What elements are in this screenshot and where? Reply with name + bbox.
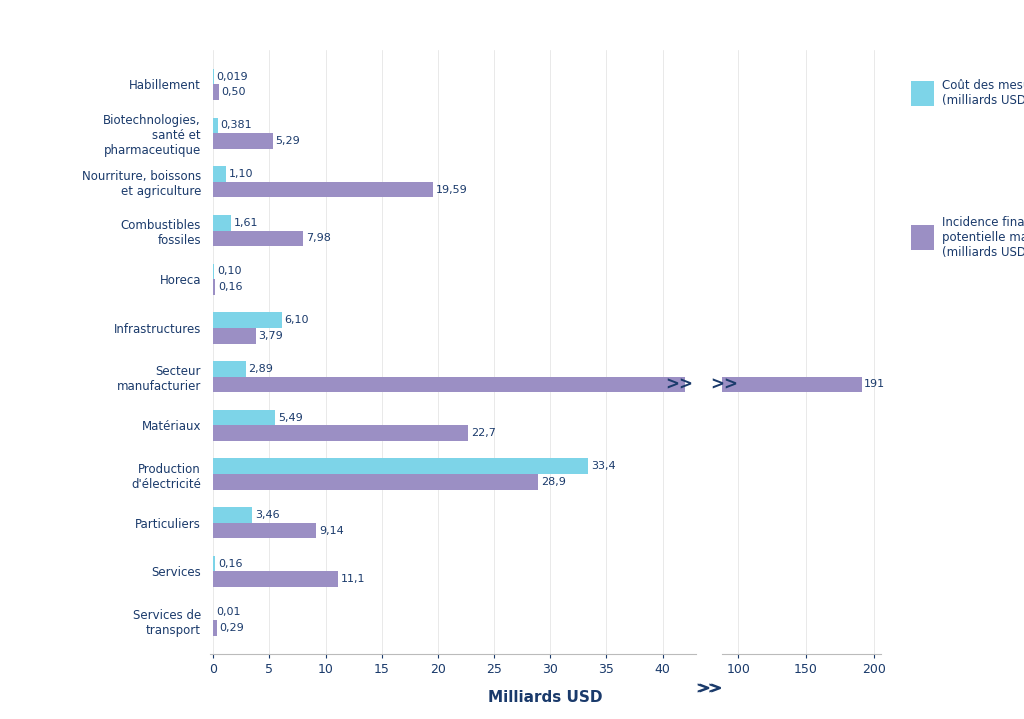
Text: 0,16: 0,16 xyxy=(218,282,243,292)
Bar xyxy=(213,312,282,328)
Bar xyxy=(213,133,272,149)
Text: 0,16: 0,16 xyxy=(218,559,243,569)
Text: 33,4: 33,4 xyxy=(591,462,615,471)
Text: 5,49: 5,49 xyxy=(278,413,302,423)
Text: 5,29: 5,29 xyxy=(275,136,300,146)
Text: 0,10: 0,10 xyxy=(217,267,242,277)
Text: 3,46: 3,46 xyxy=(255,510,280,520)
Text: 11,1: 11,1 xyxy=(341,574,366,585)
Bar xyxy=(213,426,468,441)
Text: 1,61: 1,61 xyxy=(234,218,259,228)
Bar xyxy=(213,264,214,279)
Bar xyxy=(213,459,589,474)
Text: >>: >> xyxy=(710,375,738,393)
Bar xyxy=(213,377,685,393)
Bar xyxy=(213,523,316,539)
Bar xyxy=(213,620,216,636)
Text: 0,50: 0,50 xyxy=(222,87,246,97)
Bar xyxy=(213,507,252,523)
Bar xyxy=(213,556,215,572)
Text: 28,9: 28,9 xyxy=(541,477,565,487)
Bar xyxy=(213,328,256,344)
Text: >>: >> xyxy=(666,375,693,393)
Bar xyxy=(213,474,538,490)
Text: 3,79: 3,79 xyxy=(259,331,284,341)
Bar xyxy=(213,166,225,182)
Text: 6,10: 6,10 xyxy=(285,315,309,325)
Bar xyxy=(213,572,338,587)
Text: 9,14: 9,14 xyxy=(318,526,343,536)
Bar xyxy=(213,361,246,377)
Text: 7,98: 7,98 xyxy=(306,234,331,243)
Text: 0,381: 0,381 xyxy=(220,120,252,130)
Text: 19,59: 19,59 xyxy=(436,185,468,195)
Bar xyxy=(213,231,303,246)
Bar xyxy=(213,84,219,100)
Bar xyxy=(213,117,217,133)
Text: 0,29: 0,29 xyxy=(219,623,244,633)
Text: 1,10: 1,10 xyxy=(228,169,253,179)
Text: 0,019: 0,019 xyxy=(216,72,248,82)
Text: 0,01: 0,01 xyxy=(216,608,241,618)
Text: >>: >> xyxy=(697,682,723,697)
Bar xyxy=(213,279,215,295)
Bar xyxy=(213,182,433,198)
Bar xyxy=(602,377,861,393)
Text: 191: 191 xyxy=(863,380,885,390)
Text: Milliards USD: Milliards USD xyxy=(488,690,602,705)
Text: Coût des mesures
(milliards USD): Coût des mesures (milliards USD) xyxy=(942,80,1024,107)
Bar xyxy=(213,215,231,231)
Text: 2,89: 2,89 xyxy=(249,364,273,374)
Text: >>: >> xyxy=(695,682,721,697)
Text: 22,7: 22,7 xyxy=(471,428,496,438)
Bar xyxy=(213,410,275,426)
Text: Incidence financière
potentielle maximale
(milliards USD): Incidence financière potentielle maximal… xyxy=(942,216,1024,259)
